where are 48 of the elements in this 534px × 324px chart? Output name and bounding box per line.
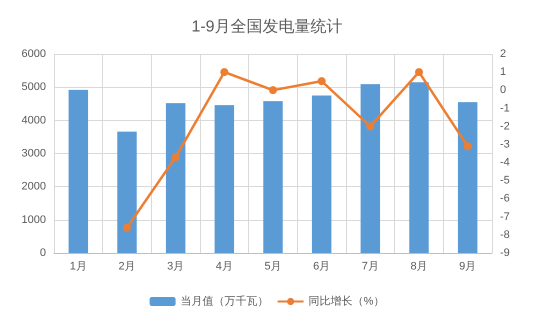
y-tick-label: 6000 xyxy=(22,48,46,60)
y2-tick-label: -7 xyxy=(500,210,510,223)
legend-label: 当月值（万千瓦） xyxy=(180,294,269,308)
y2-tick-label: 2 xyxy=(500,48,506,60)
x-tick-label: 3月 xyxy=(167,260,184,272)
bar xyxy=(214,105,234,253)
y2-tick-label: -2 xyxy=(500,120,510,132)
y2-tick-label: -3 xyxy=(500,138,510,150)
y2-tick-label: -9 xyxy=(500,247,510,259)
y2-tick-label: 0 xyxy=(500,84,506,96)
bar xyxy=(409,82,429,253)
bar xyxy=(360,84,380,253)
y-tick-label: 0 xyxy=(40,247,46,259)
y2-tick-label: -8 xyxy=(500,228,510,241)
legend-label: 同比增长（%） xyxy=(308,294,384,308)
y-tick-label: 1000 xyxy=(22,214,46,226)
x-tick-label: 7月 xyxy=(362,260,379,272)
x-tick-label: 6月 xyxy=(313,260,330,272)
bar xyxy=(117,132,137,253)
point xyxy=(366,122,374,130)
bar xyxy=(263,101,283,253)
x-tick-label: 5月 xyxy=(264,260,282,272)
y-tick-label: 5000 xyxy=(22,81,46,94)
y-tick-label: 4000 xyxy=(22,114,46,126)
x-tick-label: 8月 xyxy=(410,260,428,272)
y2-tick-label: 1 xyxy=(500,66,506,78)
point xyxy=(220,68,228,76)
x-tick-label: 1月 xyxy=(70,260,87,272)
bar xyxy=(68,90,88,253)
y2-tick-label: -6 xyxy=(500,192,510,205)
x-tick-label: 4月 xyxy=(216,260,233,272)
x-tick-label: 9月 xyxy=(459,260,476,272)
point xyxy=(318,77,326,86)
point xyxy=(123,224,131,232)
point xyxy=(172,153,180,162)
y2-tick-label: -1 xyxy=(500,102,510,114)
point xyxy=(464,142,472,150)
x-tick-label: 2月 xyxy=(118,260,136,272)
y2-tick-label: -5 xyxy=(500,174,510,187)
bar xyxy=(458,102,478,253)
bar xyxy=(312,95,332,253)
bar xyxy=(166,103,186,253)
y-tick-label: 3000 xyxy=(22,148,46,160)
y-tick-label: 2000 xyxy=(22,180,46,193)
point xyxy=(415,68,423,76)
chart-title: 1-9月全国发电量统计 xyxy=(191,18,343,36)
point xyxy=(269,86,277,94)
y2-tick-label: -4 xyxy=(500,156,510,169)
